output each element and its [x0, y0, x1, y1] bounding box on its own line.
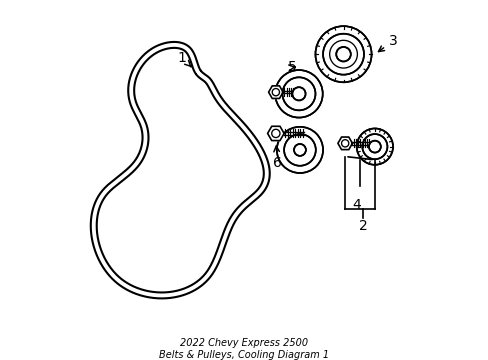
Circle shape: [293, 144, 305, 156]
Text: 3: 3: [378, 34, 397, 51]
Circle shape: [282, 77, 315, 110]
Circle shape: [356, 129, 392, 165]
Circle shape: [368, 141, 380, 153]
Circle shape: [276, 127, 323, 173]
Text: 6: 6: [272, 146, 282, 170]
Circle shape: [362, 134, 386, 159]
Circle shape: [284, 134, 315, 166]
Circle shape: [272, 89, 279, 96]
Polygon shape: [337, 137, 352, 150]
Circle shape: [323, 34, 363, 75]
Circle shape: [292, 87, 305, 100]
Circle shape: [271, 129, 280, 138]
Circle shape: [275, 70, 322, 118]
Text: 1: 1: [177, 50, 191, 67]
Text: 5: 5: [287, 60, 296, 75]
Polygon shape: [267, 126, 284, 140]
Polygon shape: [268, 86, 283, 98]
Circle shape: [336, 47, 350, 62]
Text: 2: 2: [358, 219, 367, 233]
Circle shape: [315, 26, 371, 82]
Circle shape: [341, 140, 348, 147]
Text: 2022 Chevy Express 2500
Belts & Pulleys, Cooling Diagram 1: 2022 Chevy Express 2500 Belts & Pulleys,…: [159, 338, 329, 360]
Text: 4: 4: [352, 198, 360, 212]
